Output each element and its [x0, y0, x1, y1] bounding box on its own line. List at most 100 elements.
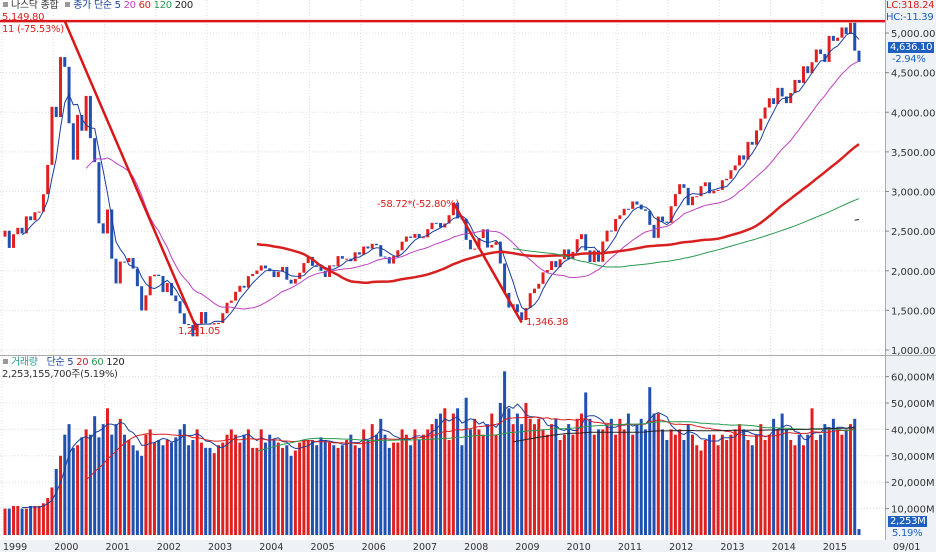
candle — [400, 241, 404, 251]
volume-bar — [601, 429, 605, 535]
volume-bar — [315, 445, 319, 535]
candle — [345, 258, 349, 260]
volume-bar — [814, 439, 818, 535]
candle — [255, 270, 259, 274]
vma-20: 20 — [76, 357, 89, 368]
candle — [669, 206, 673, 223]
volume-bar — [827, 429, 831, 535]
candle — [597, 250, 601, 262]
candle — [652, 224, 656, 238]
volume-bar — [118, 418, 122, 535]
candle — [836, 37, 840, 41]
volume-bar — [699, 450, 703, 535]
vma-5: 5 — [67, 357, 74, 368]
candle — [272, 271, 276, 278]
candle — [123, 261, 127, 263]
volume-bar — [656, 413, 660, 535]
volume-bar — [357, 447, 361, 535]
candle — [545, 270, 549, 273]
volume-bar — [383, 434, 387, 535]
date-last-label: 09/01 — [893, 542, 920, 552]
candle — [199, 312, 203, 324]
volume-bar — [520, 424, 524, 535]
candle — [626, 208, 630, 210]
price-legend-title: 나스닥 종합 — [11, 0, 59, 11]
candle — [29, 216, 33, 221]
candle — [242, 285, 246, 288]
candle — [622, 208, 626, 216]
volume-bar — [217, 445, 220, 535]
candle — [767, 98, 771, 108]
candle — [695, 196, 699, 198]
candle — [763, 107, 767, 119]
volume-bar — [678, 429, 682, 535]
volume-bar — [562, 434, 566, 535]
candle — [379, 245, 383, 257]
candle — [810, 62, 814, 74]
volume-bar — [16, 505, 20, 535]
ma-60: 60 — [138, 0, 151, 11]
candle — [409, 236, 413, 238]
volume-bar — [421, 434, 425, 535]
candle — [306, 256, 310, 264]
volume-bar — [88, 434, 92, 535]
volume-bar — [345, 439, 349, 535]
volume-bar — [460, 445, 464, 535]
candle — [93, 138, 97, 163]
volume-ma-label: 단순 — [46, 357, 65, 368]
candle — [827, 35, 831, 62]
volume-bar — [652, 413, 656, 535]
volume-bar — [464, 397, 468, 535]
candle — [716, 189, 720, 191]
candle — [281, 266, 285, 272]
candle — [579, 234, 583, 240]
volume-bar — [737, 424, 741, 535]
candle — [148, 276, 152, 296]
candle — [725, 178, 729, 181]
volume-bar — [349, 434, 353, 535]
volume-bar — [503, 371, 507, 535]
legend-marker-icon — [3, 359, 8, 364]
candle — [336, 256, 340, 267]
candle — [439, 222, 443, 228]
candle — [601, 241, 605, 262]
candle — [234, 291, 238, 301]
candle — [323, 270, 327, 277]
candle — [857, 50, 861, 62]
ma-5: 5 — [114, 0, 121, 11]
candle — [332, 265, 336, 267]
volume-bar — [293, 450, 297, 535]
volume-bar — [29, 505, 33, 535]
candle — [114, 258, 118, 284]
candle — [784, 96, 788, 104]
candle — [464, 219, 468, 240]
volume-bar — [289, 455, 293, 535]
candle — [541, 272, 545, 284]
candle — [584, 234, 588, 251]
volume-bar — [114, 424, 118, 535]
volume-legend: 거래량 단순 5 20 60 120 — [2, 357, 125, 368]
ma-20: 20 — [123, 0, 136, 11]
volume-bar — [605, 424, 609, 535]
candle — [746, 141, 750, 160]
volume-bar — [404, 434, 408, 535]
price-tick-label: 3,500.00 — [891, 148, 936, 159]
volume-bar — [426, 429, 430, 535]
volume-bar — [451, 413, 455, 535]
candle — [554, 261, 558, 268]
candle — [690, 196, 694, 206]
volume-bar — [686, 424, 690, 535]
candle — [144, 295, 148, 311]
candle — [703, 182, 707, 187]
hc-label: HC:-11.39 — [886, 12, 934, 23]
candle — [12, 234, 16, 248]
volume-bar — [716, 445, 720, 535]
candle — [50, 106, 54, 165]
volume-bar — [490, 413, 494, 535]
candle — [661, 216, 665, 222]
volume-bar — [191, 439, 195, 535]
volume-bar — [554, 418, 558, 535]
volume-bar — [131, 445, 135, 535]
candle — [238, 285, 242, 292]
